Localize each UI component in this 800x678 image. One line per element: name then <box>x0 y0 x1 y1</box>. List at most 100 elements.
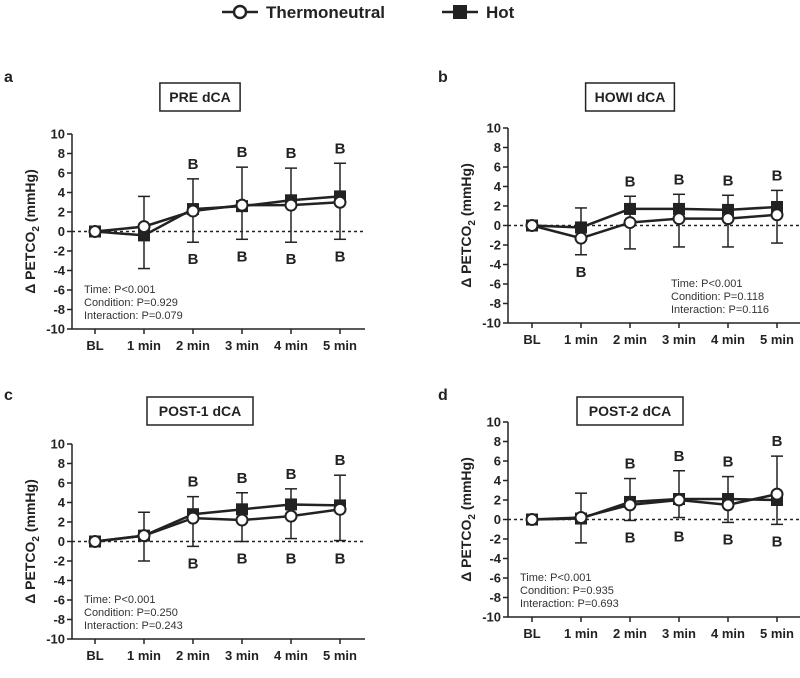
x-tick-label: BL <box>86 338 103 353</box>
panel-letter: c <box>4 387 13 404</box>
data-point-thermoneutral <box>88 225 102 238</box>
y-tick-label: -6 <box>53 593 65 608</box>
y-tick-label: 10 <box>51 437 65 452</box>
significance-letter-above: B <box>286 145 297 162</box>
stats-text: Time: P<0.001 <box>520 572 591 584</box>
significance-letter-below: B <box>335 551 346 568</box>
legend-marker-thermoneutral <box>232 4 248 20</box>
y-tick-label: -6 <box>489 277 501 292</box>
y-axis-label: Δ PETCO2 (mmHg) <box>22 169 42 294</box>
x-tick-label: 4 min <box>274 338 308 353</box>
data-point-thermoneutral <box>672 212 686 226</box>
significance-letter-above: B <box>723 172 734 189</box>
y-tick-label: -2 <box>489 238 501 253</box>
y-tick-label: -4 <box>53 263 65 278</box>
x-tick-label: 4 min <box>274 648 308 663</box>
data-point-hot <box>575 221 587 234</box>
stats-text: Interaction: P=0.243 <box>84 620 183 632</box>
panel-title: HOWI dCA <box>595 89 666 105</box>
panel-d: d POST-2 dCA 10 8 6 4 2 0 -2 -4 -6 -8 -10 Δ PETCO2 (m… <box>438 387 800 641</box>
y-tick-label: 6 <box>58 476 65 491</box>
significance-letter-below: B <box>674 529 685 546</box>
data-point-thermoneutral <box>574 511 588 525</box>
stats-text: Interaction: P=0.116 <box>671 304 769 316</box>
stats-text: Condition: P=0.250 <box>84 607 178 619</box>
significance-letter-above: B <box>237 144 248 161</box>
legend: Thermoneutral Hot <box>222 3 515 22</box>
significance-letter-above: B <box>723 454 734 471</box>
y-tick-label: -2 <box>53 554 65 569</box>
series-line-hot <box>94 195 341 237</box>
y-tick-label: 8 <box>58 146 65 161</box>
panel-title-box <box>576 396 684 426</box>
data-point-thermoneutral <box>137 220 151 234</box>
significance-letter-below: B <box>286 251 297 268</box>
y-tick-label: 8 <box>58 456 65 471</box>
significance-letter-above: B <box>625 456 636 473</box>
stats-text: Condition: P=0.929 <box>84 297 178 309</box>
x-tick-label: 1 min <box>564 332 598 347</box>
y-tick-label: -8 <box>489 296 501 311</box>
y-tick-label: -6 <box>53 283 65 298</box>
significance-letter-below: B <box>237 248 248 265</box>
data-point-thermoneutral <box>186 204 200 218</box>
data-point-thermoneutral <box>770 487 784 501</box>
panel-title-box <box>584 82 676 112</box>
data-point-thermoneutral <box>235 198 249 212</box>
y-tick-label: 6 <box>58 166 65 181</box>
y-tick-label: 6 <box>494 454 501 469</box>
y-tick-label: -2 <box>53 244 65 259</box>
x-tick-label: 3 min <box>662 332 696 347</box>
significance-letter-above: B <box>625 173 636 190</box>
significance-letter-above: B <box>286 466 297 483</box>
y-tick-label: 0 <box>58 534 65 549</box>
series-line-thermoneutral <box>531 213 778 240</box>
stats-text: Interaction: P=0.693 <box>520 598 619 610</box>
data-point-hot <box>236 503 248 516</box>
y-axis-label: Δ PETCO2 (mmHg) <box>458 163 478 288</box>
data-point-thermoneutral <box>88 535 102 548</box>
y-tick-label: 2 <box>494 199 501 214</box>
y-tick-label: -4 <box>489 551 501 566</box>
data-point-thermoneutral <box>186 511 200 525</box>
data-point-thermoneutral <box>525 513 539 526</box>
panel-title: PRE dCA <box>169 89 230 105</box>
data-point-thermoneutral <box>721 498 735 512</box>
x-tick-label: BL <box>523 332 540 347</box>
significance-letter-below: B <box>576 264 587 281</box>
y-tick-label: -10 <box>46 322 65 337</box>
data-point-thermoneutral <box>623 216 637 230</box>
x-tick-label: 3 min <box>225 338 259 353</box>
y-tick-label: 6 <box>494 160 501 175</box>
x-tick-label: 3 min <box>662 626 696 641</box>
significance-letter-above: B <box>772 167 783 184</box>
significance-letter-above: B <box>674 171 685 188</box>
data-point-thermoneutral <box>284 509 298 523</box>
stats-text: Condition: P=0.118 <box>671 291 764 303</box>
y-tick-label: 2 <box>494 493 501 508</box>
stats-text: Time: P<0.001 <box>84 594 155 606</box>
y-axis-label: Δ PETCO2 (mmHg) <box>458 457 478 582</box>
x-tick-label: 2 min <box>613 626 647 641</box>
x-tick-label: 5 min <box>323 648 357 663</box>
series-line-thermoneutral <box>94 508 341 543</box>
y-tick-label: 8 <box>494 434 501 449</box>
data-point-thermoneutral <box>672 493 686 507</box>
y-tick-label: -8 <box>53 612 65 627</box>
y-tick-label: -8 <box>489 590 501 605</box>
significance-letter-above: B <box>335 140 346 157</box>
data-point-thermoneutral <box>137 529 151 543</box>
y-tick-label: -8 <box>53 302 65 317</box>
x-tick-label: 4 min <box>711 332 745 347</box>
y-tick-label: 4 <box>494 473 502 488</box>
y-tick-label: 0 <box>494 218 501 233</box>
legend-marker-hot <box>453 5 467 19</box>
data-point-hot <box>624 202 636 215</box>
x-tick-label: 1 min <box>127 648 161 663</box>
series-line-thermoneutral <box>531 492 778 521</box>
panel-letter: a <box>4 69 13 86</box>
data-point-thermoneutral <box>525 219 539 232</box>
x-tick-label: 5 min <box>323 338 357 353</box>
